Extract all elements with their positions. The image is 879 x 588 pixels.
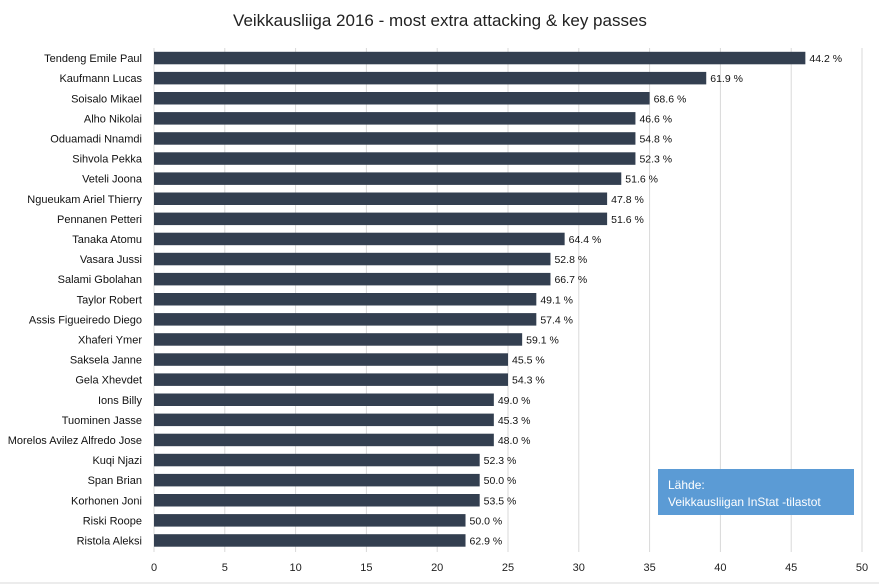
category-label: Salami Gbolahan (58, 274, 142, 286)
x-tick-label: 35 (643, 562, 655, 574)
x-tick-label: 5 (222, 562, 228, 574)
data-label: 66.7 % (554, 274, 587, 286)
bar (154, 333, 523, 346)
data-label: 45.5 % (512, 355, 545, 367)
x-tick-label: 50 (856, 562, 868, 574)
category-label: Kaufmann Lucas (59, 73, 142, 85)
data-label: 49.0 % (498, 395, 531, 407)
bar (154, 534, 466, 547)
bar (154, 71, 707, 85)
bars (154, 51, 806, 547)
category-label: Vasara Jussi (80, 254, 142, 266)
data-label: 51.6 % (625, 174, 658, 186)
bar (154, 272, 551, 286)
bar (154, 353, 508, 366)
data-labels: 44.2 % 61.9 % 68.6 % 46.6 % 54.8 % 52.3 % 51.6… (470, 53, 843, 547)
x-tick-label: 20 (431, 562, 443, 574)
category-label: Veteli Joona (82, 174, 143, 186)
category-label: Kuqi Njazi (92, 455, 142, 467)
bar (154, 453, 480, 467)
category-label: Riski Roope (83, 515, 142, 527)
category-label: Ristola Aleksi (77, 535, 142, 547)
data-label: 47.8 % (611, 194, 644, 206)
bar (154, 252, 551, 266)
category-label: Morelos Avilez Alfredo Jose (8, 435, 142, 447)
data-label: 51.6 % (611, 214, 644, 226)
category-label: Alho Nikolai (84, 113, 142, 125)
bar (154, 51, 806, 65)
bar (154, 433, 494, 447)
data-label: 62.9 % (470, 535, 503, 547)
x-tick-label: 45 (785, 562, 797, 574)
data-label: 64.4 % (569, 234, 602, 246)
data-label: 50.0 % (484, 475, 517, 487)
bar (154, 293, 537, 306)
x-tick-label: 0 (151, 562, 157, 574)
bar (154, 393, 494, 406)
bar (154, 212, 608, 226)
category-label: Tanaka Atomu (72, 234, 142, 246)
category-label: Tendeng Emile Paul (44, 53, 142, 65)
category-label: Korhonen Joni (71, 495, 142, 507)
data-label: 44.2 % (809, 53, 842, 65)
x-tick-label: 15 (360, 562, 372, 574)
data-label: 57.4 % (540, 314, 573, 326)
category-label: Gela Xhevdet (75, 375, 142, 387)
data-label: 52.3 % (639, 154, 672, 166)
category-labels: Tendeng Emile Paul Kaufmann Lucas Soisalo … (8, 53, 143, 547)
x-tick-label: 30 (573, 562, 585, 574)
bar (154, 232, 565, 246)
category-label: Sihvola Pekka (72, 154, 143, 166)
category-label: Taylor Robert (77, 294, 142, 306)
category-label: Ions Billy (98, 395, 143, 407)
x-tick-label: 25 (502, 562, 514, 574)
category-label: Span Brian (88, 475, 142, 487)
data-label: 52.3 % (484, 455, 517, 467)
bar (154, 313, 537, 326)
bar (154, 192, 608, 205)
source-text: Veikkausliigan InStat -tilastot (668, 495, 821, 509)
bar (154, 514, 466, 527)
x-tick-label: 40 (714, 562, 726, 574)
data-label: 59.1 % (526, 334, 559, 346)
data-label: 54.3 % (512, 375, 545, 387)
data-label: 49.1 % (540, 294, 573, 306)
category-label: Ngueukam Ariel Thierry (27, 194, 142, 206)
source-label: Lähde: (668, 478, 705, 492)
data-label: 61.9 % (710, 73, 743, 85)
data-label: 48.0 % (498, 435, 531, 447)
category-label: Assis Figueiredo Diego (29, 314, 142, 326)
bar (154, 172, 622, 185)
bar (154, 152, 636, 165)
category-label: Soisalo Mikael (71, 93, 142, 105)
data-label: 46.6 % (639, 113, 672, 125)
data-label: 53.5 % (484, 495, 517, 507)
source-box: Lähde: Veikkausliigan InStat -tilastot (658, 469, 854, 515)
category-label: Saksela Janne (70, 355, 142, 367)
category-label: Tuominen Jasse (62, 415, 142, 427)
bar (154, 92, 650, 105)
category-label: Xhaferi Ymer (78, 334, 142, 346)
x-tick-label: 10 (289, 562, 301, 574)
bar (154, 373, 508, 386)
data-label: 45.3 % (498, 415, 531, 427)
bar (154, 494, 480, 507)
bar (154, 112, 636, 125)
bar (154, 413, 494, 427)
chart-title: Veikkausliiga 2016 - most extra attackin… (233, 11, 647, 30)
category-label: Pennanen Petteri (57, 214, 142, 226)
bar (154, 473, 480, 487)
data-label: 50.0 % (470, 515, 503, 527)
data-label: 52.8 % (554, 254, 587, 266)
category-label: Oduamadi Nnamdi (50, 133, 142, 145)
x-axis-ticks: 0 5 10 15 20 25 30 35 40 45 50 (151, 562, 868, 574)
data-label: 68.6 % (654, 93, 687, 105)
data-label: 54.8 % (639, 133, 672, 145)
bar (154, 132, 636, 145)
